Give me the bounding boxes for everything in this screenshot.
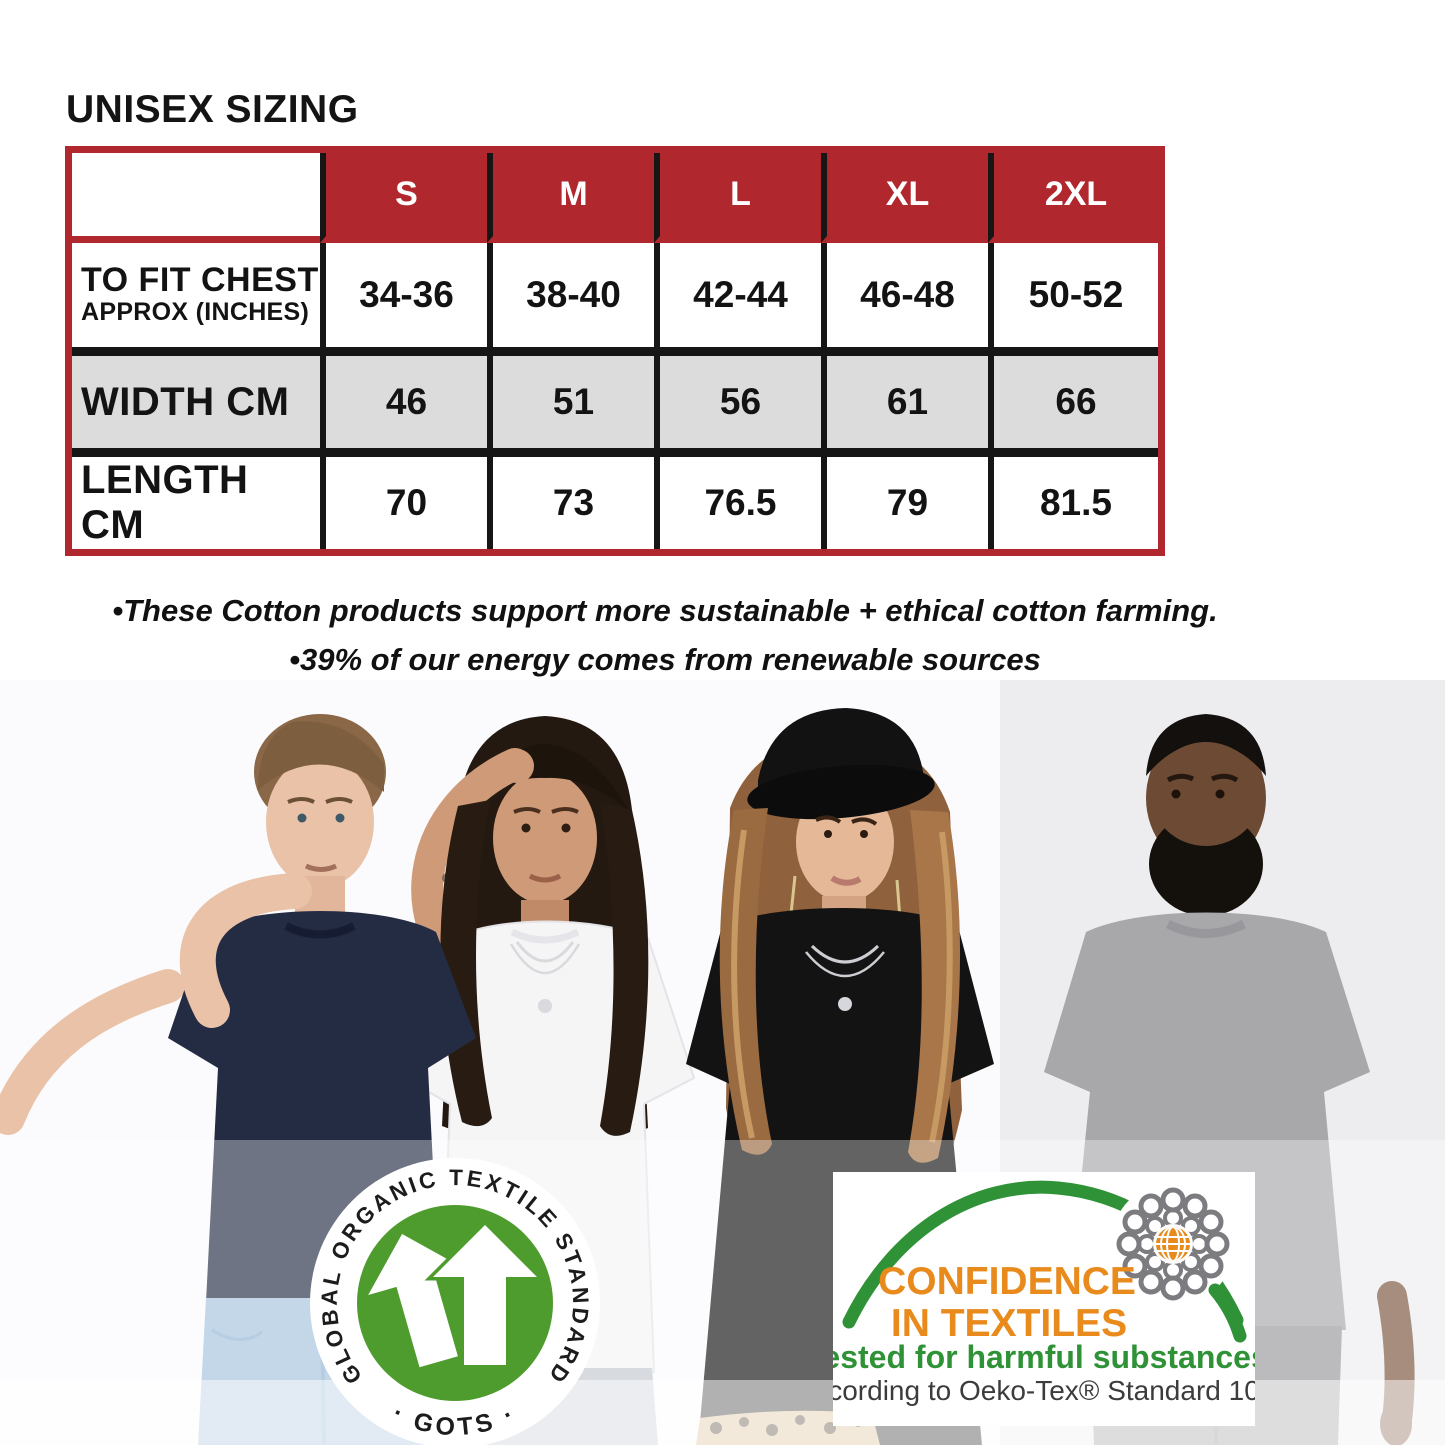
gots-green-circle <box>357 1205 553 1401</box>
cell-chest-s: 34-36 <box>320 243 487 347</box>
oeko-subtitle: Tested for harmful substances <box>833 1339 1255 1375</box>
oeko-loops-globe-icon <box>1111 1182 1235 1306</box>
row-label-length: LENGTH CM <box>72 448 320 549</box>
page-title: UNISEX SIZING <box>66 88 359 131</box>
row-width: WIDTH CM 46 51 56 61 66 <box>72 347 1158 448</box>
cell-length-2xl: 81.5 <box>988 448 1158 549</box>
cell-length-l: 76.5 <box>654 448 821 549</box>
note-line-2: •39% of our energy comes from renewable … <box>289 642 1041 677</box>
row-label-chest: TO FIT CHEST APPROX (INCHES) <box>81 260 319 327</box>
size-table-header-row: S M L XL 2XL <box>72 153 1158 243</box>
size-table-corner-cell <box>72 153 320 243</box>
oeko-footnote: according to Oeko-Tex® Standard 100 <box>833 1375 1255 1406</box>
cell-chest-xl: 46-48 <box>821 243 988 347</box>
models-photo <box>0 680 1445 1445</box>
cell-length-s: 70 <box>320 448 487 549</box>
cell-length-xl: 79 <box>821 448 988 549</box>
oeko-title-line1: CONFIDENCE <box>878 1260 1136 1303</box>
oekotex-logo: CONFIDENCE IN TEXTILES Tested for harmfu… <box>833 1172 1255 1426</box>
gots-shirt-arrows-icon <box>368 1220 546 1369</box>
cell-length-m: 73 <box>487 448 654 549</box>
size-col-l: L <box>654 153 821 243</box>
size-col-m: M <box>487 153 654 243</box>
row-label-width: WIDTH CM <box>72 347 320 448</box>
note-line-1: •These Cotton products support more sust… <box>112 593 1218 628</box>
cell-chest-l: 42-44 <box>654 243 821 347</box>
gots-logo: GLOBAL ORGANIC TEXTILE STANDARD · GOTS · <box>310 1158 600 1445</box>
cell-chest-2xl: 50-52 <box>988 243 1158 347</box>
cell-width-s: 46 <box>320 347 487 448</box>
size-col-s: S <box>320 153 487 243</box>
cell-width-l: 56 <box>654 347 821 448</box>
size-table: S M L XL 2XL TO FIT CHEST APPROX (INCHES… <box>65 146 1165 556</box>
cell-chest-m: 38-40 <box>487 243 654 347</box>
size-col-xl: XL <box>821 153 988 243</box>
oeko-title-line2: IN TEXTILES <box>891 1302 1127 1345</box>
sustainability-notes: •These Cotton products support more sust… <box>0 586 1330 684</box>
size-col-2xl: 2XL <box>988 153 1158 243</box>
row-chest: TO FIT CHEST APPROX (INCHES) 34-36 38-40… <box>72 243 1158 347</box>
cell-width-m: 51 <box>487 347 654 448</box>
row-length: LENGTH CM 70 73 76.5 79 81.5 <box>72 448 1158 549</box>
cell-width-xl: 61 <box>821 347 988 448</box>
cell-width-2xl: 66 <box>988 347 1158 448</box>
